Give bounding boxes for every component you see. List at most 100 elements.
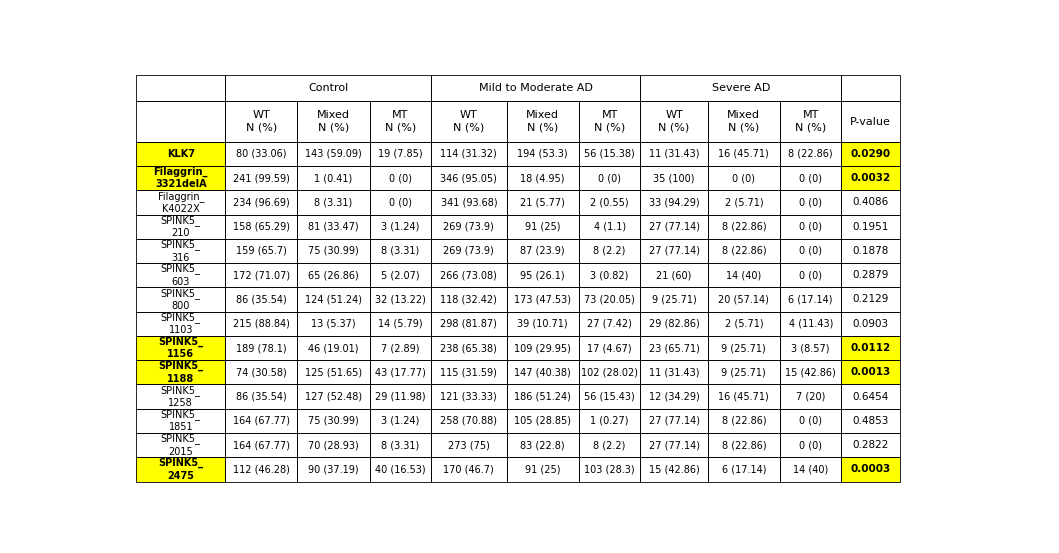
Bar: [779, 190, 842, 215]
Bar: [842, 312, 900, 336]
Text: 2 (0.55): 2 (0.55): [590, 197, 629, 207]
Bar: [779, 263, 842, 288]
Bar: [579, 215, 641, 239]
Bar: [137, 101, 226, 142]
Text: 21 (60): 21 (60): [657, 270, 692, 280]
Text: SPINK5_
2015: SPINK5_ 2015: [161, 434, 201, 457]
Text: Control: Control: [308, 83, 348, 93]
Text: 115 (31.59): 115 (31.59): [441, 367, 498, 377]
Text: 0 (0): 0 (0): [389, 197, 412, 207]
Bar: [137, 166, 226, 190]
Text: 8 (22.86): 8 (22.86): [788, 149, 833, 159]
Text: KLK7: KLK7: [167, 149, 195, 159]
Text: SPINK5_
2475: SPINK5_ 2475: [158, 458, 203, 481]
Text: 186 (51.24): 186 (51.24): [515, 392, 571, 401]
Bar: [641, 288, 707, 312]
Bar: [226, 384, 298, 409]
Text: 0 (0): 0 (0): [800, 416, 822, 426]
Bar: [641, 190, 707, 215]
Bar: [579, 239, 641, 263]
Bar: [579, 433, 641, 457]
Bar: [579, 288, 641, 312]
Bar: [298, 263, 370, 288]
Bar: [707, 215, 779, 239]
Text: 3 (8.57): 3 (8.57): [791, 343, 830, 353]
Text: 40 (16.53): 40 (16.53): [375, 465, 426, 474]
Bar: [137, 457, 226, 482]
Bar: [579, 190, 641, 215]
Bar: [298, 239, 370, 263]
Text: 13 (5.37): 13 (5.37): [311, 319, 356, 329]
Bar: [226, 336, 298, 360]
Bar: [842, 409, 900, 433]
Bar: [137, 409, 226, 433]
Bar: [137, 142, 226, 166]
Text: 29 (82.86): 29 (82.86): [649, 319, 699, 329]
Text: 27 (77.14): 27 (77.14): [648, 246, 700, 256]
Bar: [842, 166, 900, 190]
Bar: [641, 409, 707, 433]
Text: 0 (0): 0 (0): [598, 173, 622, 183]
Text: 298 (81.87): 298 (81.87): [441, 319, 498, 329]
Bar: [226, 166, 298, 190]
Bar: [226, 142, 298, 166]
Text: 17 (4.67): 17 (4.67): [588, 343, 632, 353]
Text: 102 (28.02): 102 (28.02): [581, 367, 639, 377]
Bar: [506, 215, 579, 239]
Text: 18 (4.95): 18 (4.95): [520, 173, 566, 183]
Text: 170 (46.7): 170 (46.7): [444, 465, 495, 474]
Bar: [137, 336, 226, 360]
Text: 0.0003: 0.0003: [850, 465, 891, 474]
Text: 346 (95.05): 346 (95.05): [441, 173, 498, 183]
Text: Severe AD: Severe AD: [712, 83, 770, 93]
Bar: [431, 75, 641, 101]
Text: 121 (33.33): 121 (33.33): [441, 392, 498, 401]
Bar: [779, 384, 842, 409]
Bar: [370, 312, 431, 336]
Text: 91 (25): 91 (25): [525, 222, 560, 232]
Text: 74 (30.58): 74 (30.58): [236, 367, 287, 377]
Text: 147 (40.38): 147 (40.38): [515, 367, 571, 377]
Text: 0 (0): 0 (0): [800, 173, 822, 183]
Bar: [842, 75, 900, 101]
Bar: [579, 360, 641, 384]
Bar: [779, 312, 842, 336]
Text: 87 (23.9): 87 (23.9): [520, 246, 566, 256]
Text: 1 (0.27): 1 (0.27): [590, 416, 629, 426]
Text: 158 (65.29): 158 (65.29): [233, 222, 290, 232]
Bar: [842, 263, 900, 288]
Text: 189 (78.1): 189 (78.1): [236, 343, 287, 353]
Bar: [506, 360, 579, 384]
Bar: [842, 457, 900, 482]
Text: 73 (20.05): 73 (20.05): [585, 295, 635, 305]
Text: SPINK5_
210: SPINK5_ 210: [161, 215, 201, 238]
Bar: [137, 457, 226, 482]
Text: 6 (17.14): 6 (17.14): [789, 295, 833, 305]
Text: 172 (71.07): 172 (71.07): [233, 270, 290, 280]
Bar: [641, 360, 707, 384]
Bar: [137, 312, 226, 336]
Bar: [298, 166, 370, 190]
Bar: [779, 288, 842, 312]
Bar: [298, 384, 370, 409]
Bar: [779, 360, 842, 384]
Bar: [707, 312, 779, 336]
Text: 90 (37.19): 90 (37.19): [308, 465, 359, 474]
Bar: [370, 239, 431, 263]
Bar: [707, 239, 779, 263]
Text: 15 (42.86): 15 (42.86): [649, 465, 699, 474]
Text: SPINK5_
1156: SPINK5_ 1156: [158, 337, 203, 359]
Bar: [707, 101, 779, 142]
Text: 124 (51.24): 124 (51.24): [305, 295, 362, 305]
Text: 95 (26.1): 95 (26.1): [520, 270, 566, 280]
Bar: [137, 239, 226, 263]
Bar: [641, 166, 707, 190]
Bar: [707, 288, 779, 312]
Bar: [370, 101, 431, 142]
Bar: [707, 360, 779, 384]
Text: 23 (65.71): 23 (65.71): [648, 343, 700, 353]
Bar: [842, 360, 900, 384]
Text: WT
N (%): WT N (%): [246, 110, 276, 133]
Text: 33 (94.29): 33 (94.29): [649, 197, 699, 207]
Bar: [431, 239, 506, 263]
